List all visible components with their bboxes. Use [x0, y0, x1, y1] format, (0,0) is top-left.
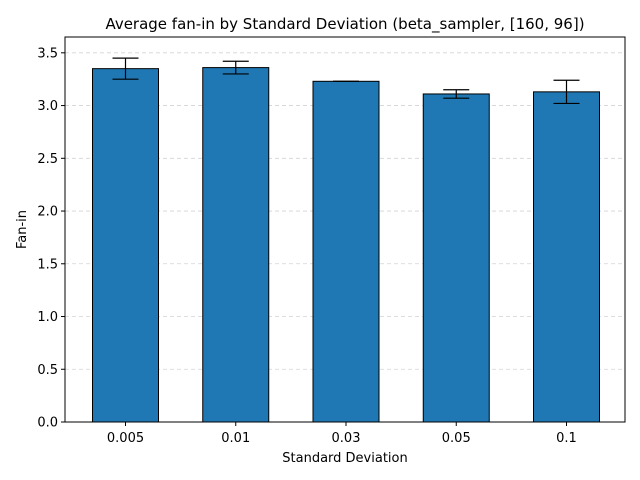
x-axis-label: Standard Deviation [282, 451, 407, 466]
y-tick-label: 1.0 [37, 310, 58, 325]
bar [202, 67, 270, 423]
bar [533, 91, 600, 423]
x-tick-label: 0.005 [107, 431, 144, 446]
y-tick-label: 3.5 [37, 46, 58, 61]
y-axis-label: Fan-in [15, 210, 30, 249]
x-tick-label: 0.05 [442, 431, 471, 446]
x-axis-ticks: 0.005 0.01 0.03 0.05 0.1 [107, 422, 577, 446]
y-tick-label: 3.0 [37, 99, 58, 114]
y-tick-label: 2.0 [37, 205, 58, 220]
x-tick-label: 0.03 [332, 431, 361, 446]
error-bars [112, 57, 580, 105]
y-tick-label: 1.5 [37, 257, 58, 272]
chart-title: Average fan-in by Standard Deviation (be… [105, 15, 584, 34]
y-tick-label: 0.0 [37, 416, 58, 431]
bar [312, 80, 380, 423]
bars [92, 67, 600, 423]
bar [92, 68, 159, 423]
y-axis-ticks: 0.0 0.5 1.0 1.5 2.0 2.5 3.0 3.5 [37, 46, 65, 431]
bar [422, 93, 490, 423]
y-tick-label: 2.5 [37, 152, 58, 167]
y-tick-label: 0.5 [37, 363, 58, 378]
plot-frame [64, 36, 626, 423]
x-tick-label: 0.1 [556, 431, 577, 446]
x-tick-label: 0.01 [221, 431, 250, 446]
